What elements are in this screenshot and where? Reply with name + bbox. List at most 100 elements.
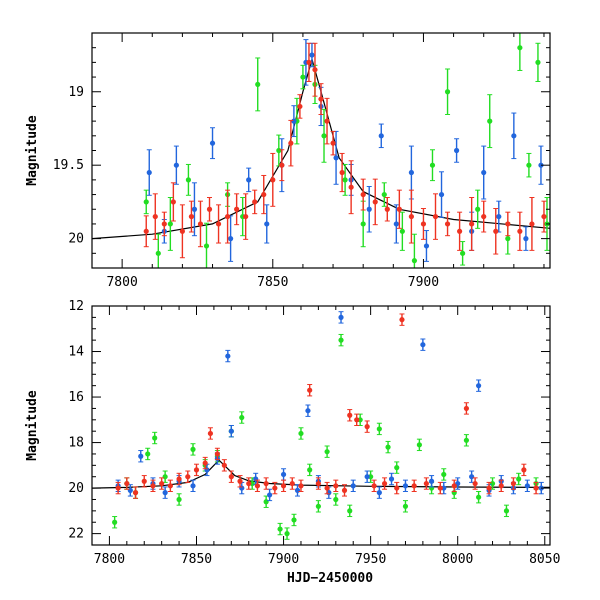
data-point — [348, 160, 354, 215]
data-point — [190, 443, 196, 456]
data-point — [298, 427, 304, 440]
data-point — [176, 472, 182, 486]
data-point — [252, 189, 258, 215]
data-point — [300, 64, 306, 90]
data-point — [197, 200, 204, 248]
y-tick-label: 19.5 — [53, 158, 84, 173]
data-point — [254, 479, 261, 493]
data-point — [141, 475, 147, 488]
data-point — [312, 42, 318, 97]
data-point — [360, 178, 366, 211]
data-point — [228, 470, 234, 483]
data-point — [469, 470, 475, 483]
data-point — [510, 477, 517, 490]
data-point — [481, 145, 487, 200]
data-point — [145, 447, 151, 461]
data-point — [263, 477, 269, 490]
data-point — [167, 197, 173, 251]
data-point — [338, 333, 344, 347]
data-point — [324, 445, 330, 458]
data-point — [294, 484, 301, 497]
x-tick-label: 7900 — [408, 275, 439, 290]
data-point — [408, 189, 414, 244]
data-point — [255, 57, 261, 112]
data-point — [159, 477, 165, 490]
data-point — [261, 174, 267, 215]
x-tick-label: 7850 — [181, 552, 212, 567]
data-point — [411, 233, 418, 268]
data-point — [376, 486, 382, 499]
data-point — [237, 475, 243, 488]
data-point — [399, 313, 405, 326]
data-point — [393, 204, 399, 244]
data-point — [143, 189, 149, 215]
data-point — [472, 477, 478, 490]
data-point — [202, 456, 208, 470]
data-point — [517, 211, 523, 251]
data-point — [279, 149, 285, 182]
data-point — [423, 230, 430, 262]
data-point — [215, 204, 222, 244]
x-tick-label: 7850 — [257, 275, 288, 290]
data-point — [333, 479, 339, 493]
data-point — [321, 108, 327, 163]
data-point — [428, 475, 435, 488]
data-point — [411, 479, 417, 493]
data-point — [535, 42, 541, 82]
data-point — [476, 491, 482, 504]
data-point — [264, 204, 270, 244]
bottom-panel-light-curve-full: 7800 7850 7900 7950 8000 8050 12 14 16 18 20 22 Magn… — [25, 299, 560, 567]
data-point — [463, 434, 470, 447]
data-point — [305, 404, 311, 417]
data-point — [289, 477, 295, 490]
data-point — [306, 42, 312, 82]
data-point — [423, 477, 429, 490]
data-point — [517, 33, 523, 71]
data-point — [541, 200, 547, 233]
data-point — [161, 211, 167, 237]
data-point — [297, 94, 303, 119]
data-point — [378, 123, 384, 149]
data-point — [420, 338, 426, 351]
data-point — [209, 127, 216, 160]
top-panel-light-curve-zoom: 7800 7850 7900 19 19.5 20 Magnitude — [25, 32, 551, 290]
x-tick-label: 8000 — [442, 552, 473, 567]
data-point — [191, 182, 198, 237]
data-point — [155, 233, 161, 268]
data-point — [228, 215, 234, 262]
data-point — [451, 479, 457, 493]
data-point — [307, 384, 313, 397]
data-point — [179, 204, 185, 259]
data-point — [170, 182, 176, 222]
data-point — [341, 484, 348, 497]
data-point — [243, 193, 249, 240]
data-point — [291, 513, 297, 527]
data-point — [324, 97, 330, 145]
data-point — [538, 145, 544, 185]
data-point — [270, 152, 276, 207]
data-point — [267, 488, 273, 502]
data-point — [381, 182, 387, 207]
plot-area — [92, 311, 550, 540]
data-point — [429, 149, 436, 182]
data-point — [239, 411, 245, 424]
data-point — [463, 402, 470, 415]
data-point — [526, 152, 532, 178]
data-point — [505, 211, 511, 237]
data-point — [291, 105, 297, 138]
data-point — [152, 193, 158, 240]
data-point — [115, 481, 121, 495]
data-point — [272, 481, 278, 495]
data-point — [371, 479, 377, 493]
x-tick-label: 7950 — [355, 552, 386, 567]
data-point — [432, 193, 439, 240]
data-point — [203, 222, 210, 268]
x-tick-label: 7800 — [94, 552, 125, 567]
x-tick-label: 7900 — [268, 552, 299, 567]
data-point — [185, 163, 192, 196]
data-point — [193, 463, 200, 477]
data-point — [143, 215, 149, 248]
data-point — [225, 349, 231, 363]
data-point — [276, 134, 282, 167]
data-point — [280, 468, 287, 481]
